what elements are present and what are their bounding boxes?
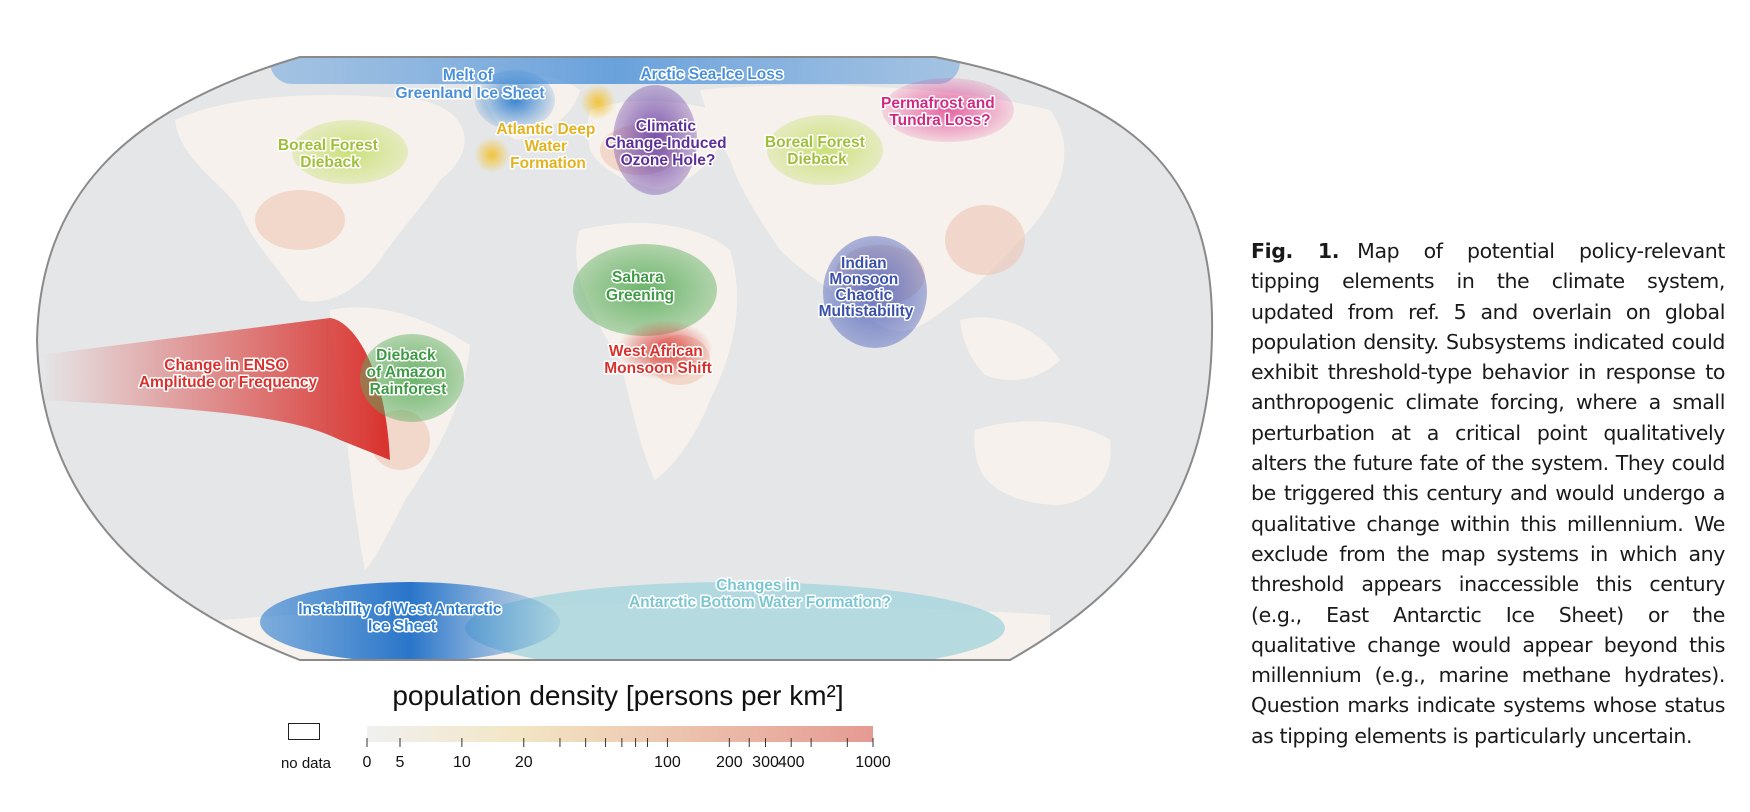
boreal-forest-east-overlay (767, 115, 883, 185)
label-arctic-sea-ice: Arctic Sea-Ice Loss (640, 66, 783, 83)
label-indian-monsoon: Indian Monsoon Chaotic Multistability (819, 255, 914, 320)
label-ozone-hole: Climatic Change-Induced Ozone Hole? (605, 118, 731, 169)
no-data-label: no data (280, 755, 332, 772)
west-african-monsoon-overlay (617, 320, 713, 380)
west-antarctic-ice-sheet-overlay (260, 582, 560, 660)
australia (974, 421, 1111, 505)
caption-text: Map of potential policy-relevant tipping… (1251, 239, 1725, 748)
label-atlantic-deep-water: Atlantic Deep Water Formation (496, 121, 599, 172)
indian-monsoon-overlay (823, 236, 927, 348)
ozone-hole-overlay (613, 85, 697, 195)
legend-tick-label: 1000 (855, 754, 891, 771)
figure-caption: Fig. 1. Map of potential policy-relevant … (1251, 236, 1725, 751)
figure-label: Fig. 1. (1251, 239, 1340, 263)
southeast-asia (960, 317, 1060, 380)
label-antarctic-bottom-water: Changes in Antarctic Bottom Water Format… (629, 577, 891, 611)
label-west-african-monsoon: West African Monsoon Shift (604, 343, 712, 377)
globe-outline (35, 56, 1214, 661)
amazon-dieback-overlay (360, 334, 464, 422)
atlantic-deep-water-spot-1 (580, 84, 616, 120)
atlantic-deep-water-spot-2 (474, 137, 510, 173)
no-data-swatch (288, 723, 320, 740)
label-sahara-greening: Sahara Greening (606, 269, 674, 304)
legend-tick-label: 200 (715, 754, 743, 771)
greenland-ice-sheet-overlay (475, 70, 555, 130)
world-map: Melt of Greenland Ice Sheet Arctic Sea-I… (35, 56, 1214, 747)
arctic-sea-ice-overlay (270, 57, 960, 84)
permafrost-overlay (882, 78, 1014, 142)
legend-tick-label: 0 (362, 754, 372, 771)
boreal-forest-west-overlay (292, 120, 408, 184)
legend-colorbar (366, 726, 874, 747)
label-enso: Change in ENSO Amplitude or Frequency (139, 357, 318, 391)
legend-tick-label: 5 (395, 754, 405, 771)
antarctic-bottom-water-overlay (465, 582, 1005, 660)
enso-overlay (40, 318, 390, 460)
label-greenland: Melt of Greenland Ice Sheet (395, 67, 544, 102)
legend-tick-label: 20 (514, 754, 533, 771)
label-boreal-forest-west: Boreal Forest Dieback (278, 137, 382, 171)
label-permafrost: Permafrost and Tundra Loss? (881, 95, 999, 129)
legend-tick-label: 400 (777, 754, 805, 771)
legend-title: population density [persons per km²] (392, 680, 844, 711)
legend-ticks (366, 738, 874, 747)
legend-gradient-bar (367, 726, 873, 742)
sahara-greening-overlay (573, 244, 717, 336)
label-west-antarctic: Instability of West Antarctic Ice Sheet (298, 601, 506, 635)
legend-tick-label: 100 (654, 754, 681, 771)
globe (37, 57, 1213, 660)
label-amazon-dieback: Dieback of Amazon Rainforest (367, 347, 450, 398)
legend-tick-label: 300 (752, 754, 779, 771)
legend-tick-label: 10 (452, 754, 471, 771)
label-boreal-forest-east: Boreal Forest Dieback (765, 134, 869, 168)
